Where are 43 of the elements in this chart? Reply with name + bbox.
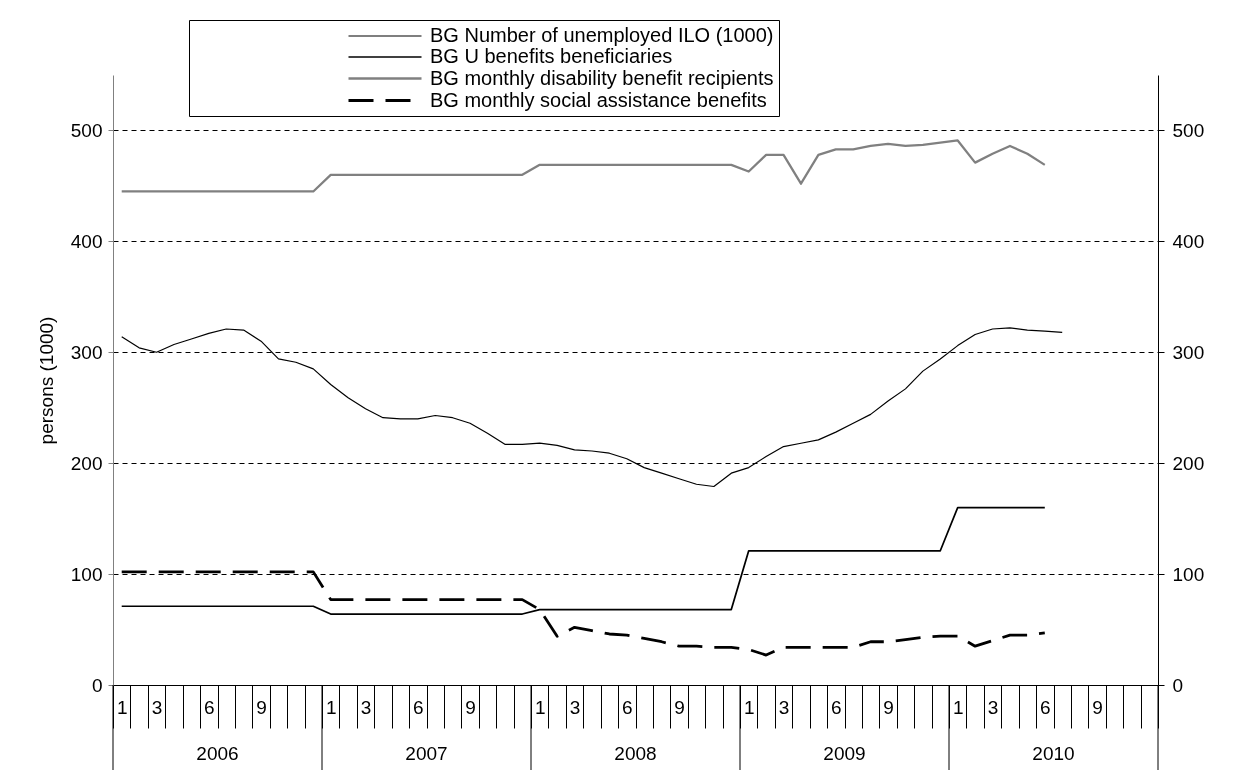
x-tick-label: 1: [952, 696, 964, 718]
x-tick-label: 3: [360, 696, 372, 718]
y-tick-label: 100: [70, 563, 103, 585]
x-tick-label: 9: [465, 696, 476, 718]
text: 2010: [1032, 743, 1075, 764]
y-axis-title: persons (1000): [35, 316, 57, 445]
legend-label: BG monthly social assistance benefits: [430, 88, 767, 111]
y2-tick-label: 0: [1172, 674, 1184, 696]
x-tick-label: 9: [1092, 696, 1103, 718]
x-tick-label: 6: [1040, 696, 1051, 718]
y2-tick-label: 400: [1172, 230, 1205, 252]
y2-tick-label: 500: [1172, 119, 1205, 141]
x-tick-label: 1: [116, 696, 128, 718]
y-tick-label: 500: [70, 119, 103, 141]
y-tick-label: 200: [70, 452, 103, 474]
x-tick-label: 6: [413, 696, 424, 718]
x-tick-label: 3: [778, 696, 790, 718]
legend-label: BG Number of unemployed ILO (1000): [430, 24, 774, 46]
text: 2007: [405, 743, 448, 764]
legend-label: BG monthly disability benefit recipients: [430, 66, 774, 89]
text: 2006: [196, 743, 239, 764]
y2-tick-label: 200: [1172, 452, 1205, 474]
x-tick-label: 1: [534, 696, 546, 718]
x-tick-label: 9: [674, 696, 685, 718]
x-tick-label: 3: [569, 696, 581, 718]
text: 2009: [823, 743, 866, 764]
legend-label: BG U benefits beneficiaries: [430, 45, 673, 67]
x-tick-label: 1: [743, 696, 755, 718]
y2-tick-label: 300: [1172, 341, 1205, 363]
y-tick-label: 400: [70, 230, 103, 252]
x-tick-label: 6: [204, 696, 215, 718]
y2-tick-label: 100: [1172, 563, 1205, 585]
x-tick-label: 9: [883, 696, 894, 718]
x-tick-label: 3: [987, 696, 999, 718]
x-tick-label: 1: [325, 696, 337, 718]
line-series: [120, 139, 1046, 193]
text: 2008: [614, 743, 657, 764]
y-tick-label: 0: [91, 674, 103, 696]
x-tick-label: 6: [622, 696, 633, 718]
x-tick-label: 6: [831, 696, 842, 718]
x-tick-label: 3: [151, 696, 163, 718]
y-tick-label: 300: [70, 341, 103, 363]
x-tick-label: 9: [256, 696, 267, 718]
